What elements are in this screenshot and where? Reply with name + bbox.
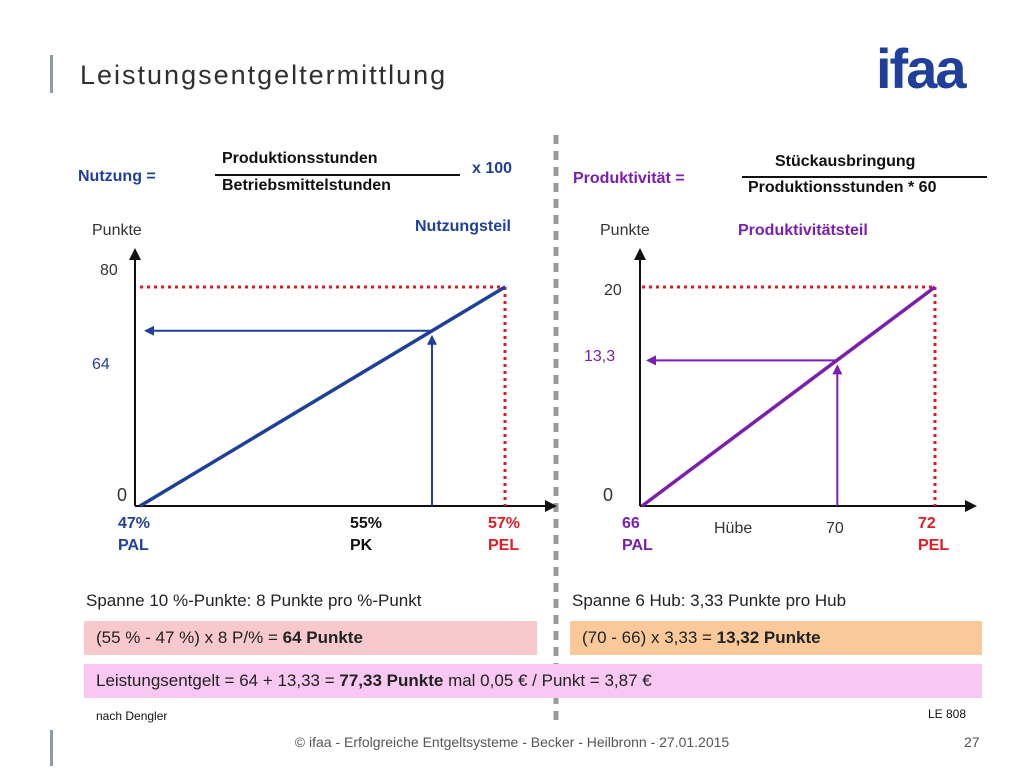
left-span-text: Spanne 10 %-Punkte: 8 Punkte pro %-Punkt (86, 591, 422, 610)
right-y-tick-zero: 0 (603, 485, 614, 505)
right-fraction-line (742, 176, 987, 178)
right-y-title: Punkte (600, 222, 650, 239)
left-calc-prefix: (55 % - 47 %) x 8 P/% = (96, 628, 283, 647)
left-formula-numerator: Produktionsstunden (222, 150, 378, 167)
left-y-tick-readout: 64 (92, 356, 110, 373)
left-x-label-pk-value: 55% (350, 515, 383, 532)
total-prefix: Leistungsentgelt = 64 + 13,33 = (96, 671, 340, 690)
right-y-tick-max: 20 (604, 282, 622, 299)
right-calc-result: 13,32 Punkte (716, 628, 821, 647)
right-x-label-pal: 66 PAL (622, 513, 653, 557)
document-code: LE 808 (928, 707, 967, 721)
left-y-title: Punkte (92, 222, 142, 239)
source-note: nach Dengler (96, 709, 168, 723)
left-x-label-pk-name: PK (350, 537, 373, 554)
total-suffix: mal 0,05 € / Punkt = 3,87 € (443, 671, 652, 690)
left-y-tick-zero: 0 (117, 485, 128, 505)
left-x-label-pel-name: PEL (488, 537, 520, 554)
footer-text: © ifaa - Erfolgreiche Entgeltsysteme - B… (294, 734, 730, 750)
left-series-title: Nutzungsteil (415, 218, 511, 235)
right-formula-label: Produktivität = (573, 170, 685, 187)
series-line (640, 285, 937, 508)
left-x-label-pk: 55% PK (350, 513, 382, 557)
left-calc-band: (55 % - 47 %) x 8 P/% = 64 Punkte (84, 621, 537, 655)
series-line (139, 285, 506, 508)
right-span-text: Spanne 6 Hub: 3,33 Punkte pro Hub (572, 591, 847, 610)
right-calc-band: (70 - 66) x 3,33 = 13,32 Punkte (570, 621, 982, 655)
right-x-label-pel: 72 PEL (918, 513, 949, 557)
right-x-label-pal-name: PAL (622, 537, 653, 554)
right-formula-denominator: Produktionsstunden * 60 (748, 179, 937, 196)
right-y-tick-readout: 13,3 (584, 348, 616, 365)
total-band: Leistungsentgelt = 64 + 13,33 = 77,33 Pu… (84, 664, 982, 698)
right-calc-prefix: (70 - 66) x 3,33 = (582, 628, 717, 647)
left-x-label-pal-value: 47% (118, 515, 151, 532)
left-x-label-pal: 47% PAL (118, 513, 150, 557)
left-x-label-pal-name: PAL (118, 537, 149, 554)
right-series-title: Produktivitätsteil (738, 222, 868, 239)
ifaa-logo: ifaa (876, 42, 969, 98)
page-title: Leistungsentgeltermittlung (80, 60, 448, 90)
logo-text: ifaa (876, 42, 967, 98)
left-x-label-pel: 57% PEL (488, 513, 520, 557)
left-formula-denominator: Betriebsmittelstunden (222, 177, 391, 194)
left-y-tick-max: 80 (100, 262, 118, 279)
right-x-unit: Hübe (714, 520, 753, 537)
right-x-label-mid: 70 (826, 520, 844, 537)
title-accent-bar (50, 55, 53, 93)
left-calc-result: 64 Punkte (282, 628, 363, 647)
footer-accent-bar (50, 730, 53, 766)
left-fraction-line (215, 174, 460, 176)
page-number: 27 (964, 734, 980, 750)
right-x-label-pel-name: PEL (918, 537, 950, 554)
right-x-label-pal-value: 66 (622, 515, 640, 532)
left-x-label-pel-value: 57% (488, 515, 521, 532)
section-divider (553, 135, 559, 725)
total-result: 77,33 Punkte (339, 671, 444, 690)
right-formula-numerator: Stückausbringung (775, 153, 916, 170)
left-formula-label: Nutzung = (78, 168, 156, 185)
right-x-label-pel-value: 72 (918, 515, 936, 532)
left-formula-multiplier: x 100 (472, 160, 513, 177)
